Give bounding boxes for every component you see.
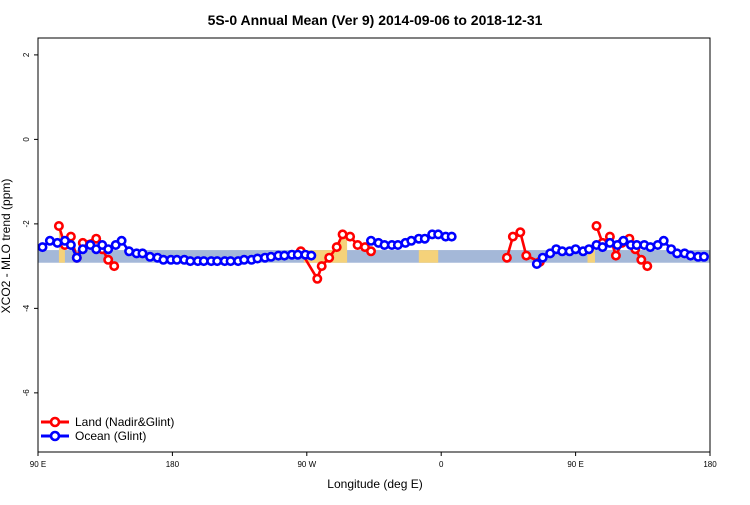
ocean-point: [77, 244, 88, 255]
x-tick-label: 90 E: [567, 460, 583, 469]
ocean-point: [419, 233, 430, 244]
land-point: [501, 252, 512, 263]
ocean-point: [531, 258, 542, 269]
y-tick-label: -2: [22, 220, 31, 228]
plot-frame: [37, 37, 711, 453]
land-point: [316, 261, 327, 272]
x-axis-ticks: 90 E 180 90 W 0 90 E 180: [30, 452, 717, 469]
x-tick-label: 90 E: [30, 460, 46, 469]
ocean-point: [71, 252, 82, 263]
y-tick-label: 0: [22, 137, 31, 142]
legend-ocean-label: Ocean (Glint): [75, 429, 146, 443]
land-fill-area: [418, 250, 439, 263]
land-point: [365, 246, 376, 257]
legend: Land (Nadir&Glint) Ocean (Glint): [41, 415, 174, 443]
legend-ocean-marker: [49, 430, 61, 442]
x-tick-label: 180: [703, 460, 717, 469]
ocean-point: [685, 250, 696, 261]
land-point: [507, 231, 518, 242]
land-point: [515, 227, 526, 238]
y-tick-label: -4: [22, 304, 31, 312]
land-point: [324, 252, 335, 263]
land-point: [312, 273, 323, 284]
land-point: [610, 250, 621, 261]
land-point: [103, 254, 114, 265]
ocean-point: [37, 242, 48, 253]
land-point: [591, 221, 602, 232]
y-axis-label: XCO2 - MLO trend (ppm): [0, 179, 13, 314]
ocean-point: [306, 250, 317, 261]
ocean-point: [446, 231, 457, 242]
legend-land-marker: [49, 416, 61, 428]
y-tick-label: -6: [22, 389, 31, 397]
ocean-point: [103, 244, 114, 255]
ocean-point: [618, 235, 629, 246]
series-ocean: [37, 229, 709, 269]
ocean-point: [583, 244, 594, 255]
ocean-point: [658, 235, 669, 246]
ocean-point: [537, 252, 548, 263]
legend-land-label: Land (Nadir&Glint): [75, 415, 174, 429]
land-point: [636, 254, 647, 265]
x-tick-label: 0: [439, 460, 444, 469]
chart-title: 5S-0 Annual Mean (Ver 9) 2014-09-06 to 2…: [208, 12, 543, 28]
ocean-point: [65, 240, 76, 251]
y-tick-label: 2: [22, 52, 31, 57]
x-tick-label: 180: [166, 460, 180, 469]
ocean-point: [137, 248, 148, 259]
land-point: [642, 261, 653, 272]
x-axis-label: Longitude (deg E): [327, 477, 422, 491]
land-point: [345, 231, 356, 242]
land-point: [521, 250, 532, 261]
x-tick-label: 90 W: [297, 460, 316, 469]
ocean-point: [116, 235, 127, 246]
land-point: [109, 261, 120, 272]
ocean-point: [698, 251, 709, 262]
land-point: [53, 221, 64, 232]
land-point: [331, 242, 342, 253]
land-point: [91, 233, 102, 244]
ocean-point: [597, 242, 608, 253]
y-axis-ticks: 2 0 -2 -4 -6: [22, 52, 38, 396]
